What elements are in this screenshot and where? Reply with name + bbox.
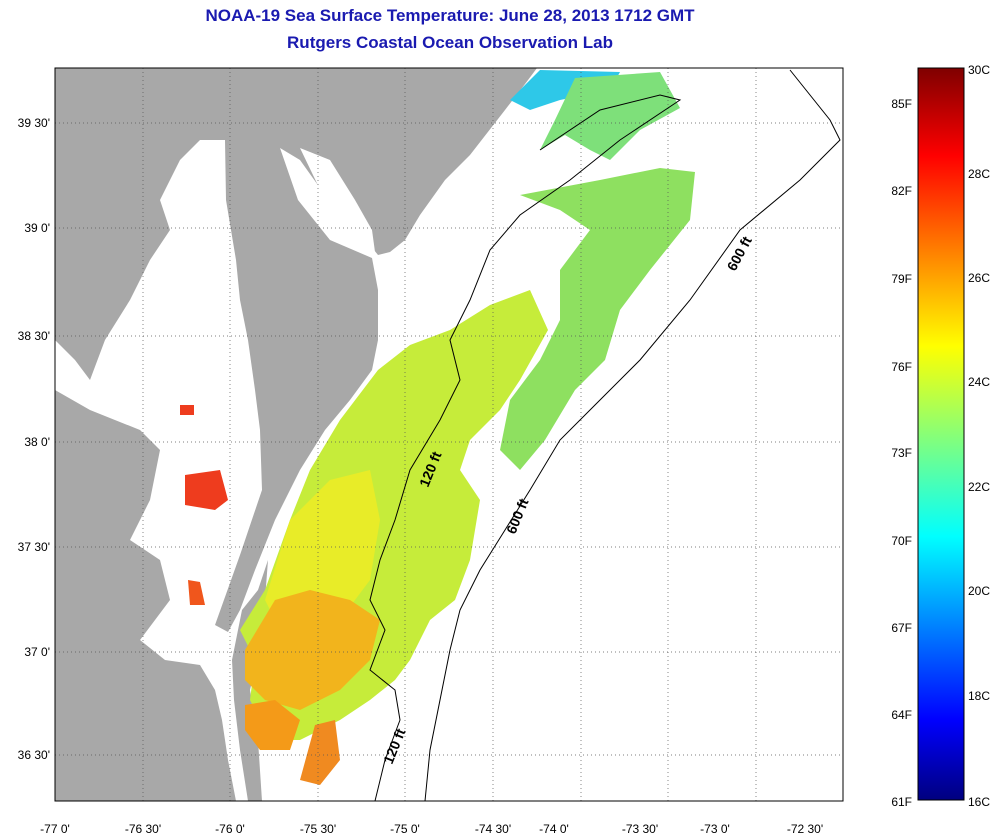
lat-label: 37 0' [24, 645, 50, 659]
lon-label: -73 30' [622, 822, 658, 836]
svg-text:18C: 18C [968, 689, 990, 703]
map-title: NOAA-19 Sea Surface Temperature: June 28… [205, 6, 695, 25]
chesapeake-bay [170, 290, 222, 630]
delaware-bay [300, 148, 375, 252]
lon-label: -77 0' [40, 822, 70, 836]
lon-label: -76 30' [125, 822, 161, 836]
svg-text:79F: 79F [891, 272, 912, 286]
map-subtitle: Rutgers Coastal Ocean Observation Lab [287, 33, 613, 52]
svg-text:22C: 22C [968, 480, 990, 494]
lat-label: 39 30' [18, 116, 50, 130]
lon-label: -75 0' [390, 822, 420, 836]
sst-patch-bay-orange [188, 580, 205, 605]
map-frame [54, 67, 844, 802]
svg-text:28C: 28C [968, 167, 990, 181]
svg-text:26C: 26C [968, 271, 990, 285]
lon-axis: -77 0' -76 30' -76 0' -75 30' -75 0' -74… [40, 822, 823, 836]
svg-text:61F: 61F [891, 795, 912, 809]
svg-text:16C: 16C [968, 795, 990, 809]
svg-text:67F: 67F [891, 621, 912, 635]
sst-patch-bay-red-small [180, 405, 194, 415]
lon-label: -72 30' [787, 822, 823, 836]
svg-text:82F: 82F [891, 184, 912, 198]
svg-text:76F: 76F [891, 360, 912, 374]
svg-text:70F: 70F [891, 534, 912, 548]
lat-label: 39 0' [24, 221, 50, 235]
lon-label: -74 0' [539, 822, 569, 836]
lat-label: 38 0' [24, 435, 50, 449]
svg-text:73F: 73F [891, 446, 912, 460]
svg-text:24C: 24C [968, 375, 990, 389]
sst-patch-southtip-orange [300, 720, 340, 785]
sst-patch-south-orange [245, 590, 380, 710]
sst-patch-north-green [540, 72, 680, 160]
lat-label: 37 30' [18, 540, 50, 554]
colorbar-celsius-labels: 30C 28C 26C 24C 22C 20C 18C 16C [968, 63, 990, 809]
sst-patch-bay-red [185, 470, 228, 510]
svg-text:85F: 85F [891, 97, 912, 111]
lat-axis: 39 30' 39 0' 38 30' 38 0' 37 30' 37 0' 3… [18, 116, 50, 762]
sst-patch-cape-orange [245, 700, 300, 750]
lon-label: -74 30' [475, 822, 511, 836]
lon-label: -73 0' [700, 822, 730, 836]
colorbar-fahrenheit-labels: 85F 82F 79F 76F 73F 70F 67F 64F 61F [891, 97, 912, 809]
svg-text:20C: 20C [968, 584, 990, 598]
svg-text:30C: 30C [968, 63, 990, 77]
colorbar [917, 67, 965, 801]
lon-label: -75 30' [300, 822, 336, 836]
svg-text:64F: 64F [891, 708, 912, 722]
land-delmarva-nj [55, 68, 537, 632]
map-grid [55, 68, 843, 801]
contour-600ft-outer [424, 69, 841, 801]
sst-patch-mid-green [500, 168, 695, 470]
lat-label: 36 30' [18, 748, 50, 762]
lon-label: -76 0' [215, 822, 245, 836]
land-western-shore [55, 390, 236, 801]
contour-120ft [369, 94, 682, 801]
lat-label: 38 30' [18, 329, 50, 343]
